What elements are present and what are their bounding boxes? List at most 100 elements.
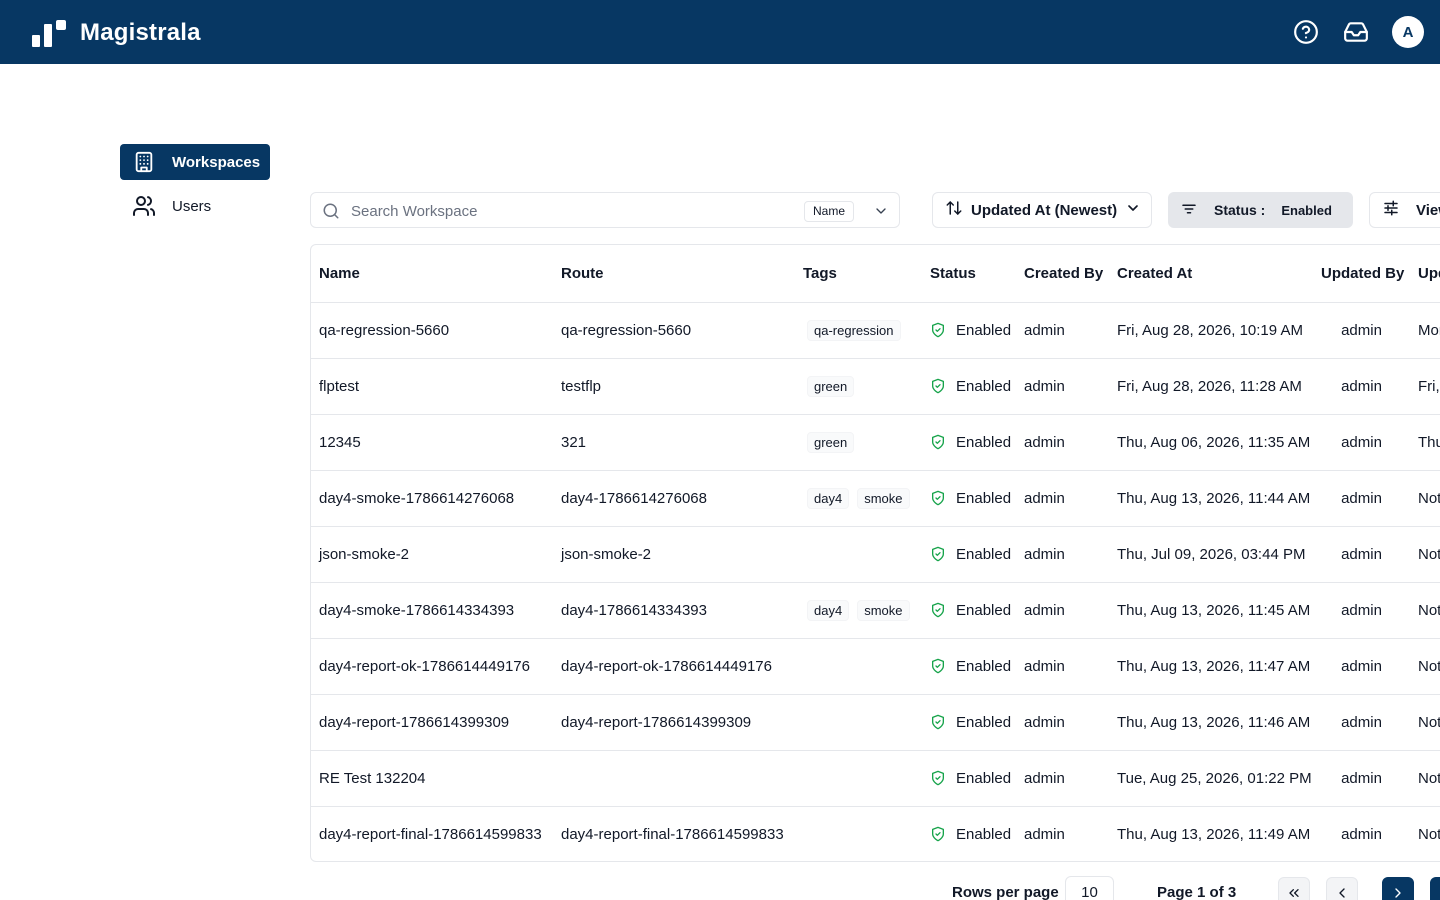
status-label: Enabled: [956, 713, 1012, 731]
cell-tags: [795, 750, 922, 806]
cell-status: Enabled: [922, 470, 1016, 526]
first-page-button[interactable]: [1278, 877, 1310, 900]
cell-tags: green: [795, 358, 922, 414]
table-row[interactable]: RE Test 132204 Enabled admin Tue, Aug 25, 2…: [311, 750, 1440, 806]
previous-page-button[interactable]: [1326, 877, 1358, 900]
chevrons-left-icon: [1289, 889, 1299, 897]
cell-created-at: Thu, Aug 13, 2026, 11:46 AM: [1117, 713, 1311, 731]
cell-created-by: admin: [1024, 657, 1065, 675]
table-row[interactable]: day4-smoke-1786614276068 day4-17866142760…: [311, 470, 1440, 526]
cell-created-at: Thu, Aug 13, 2026, 11:44 AM: [1117, 489, 1311, 507]
sidebar: Workspaces Users: [120, 144, 270, 232]
column-header-updated-by[interactable]: Updated By: [1313, 245, 1410, 303]
cell-tags: [795, 526, 922, 582]
cell-route: day4-1786614276068: [561, 489, 707, 507]
column-header-updated-at[interactable]: Updated At: [1410, 245, 1440, 303]
cell-route: day4-1786614334393: [561, 601, 707, 619]
status-filter-button[interactable]: Status : Enabled: [1168, 192, 1353, 228]
search-field-select[interactable]: Name: [804, 201, 855, 222]
search-icon: [322, 202, 340, 225]
brand-logo[interactable]: Magistrala: [30, 18, 201, 48]
cell-name: flptest: [319, 377, 360, 395]
cell-name: day4-report-1786614399309: [319, 713, 510, 731]
cell-updated-by: admin: [1341, 433, 1382, 451]
chevron-down-icon: [1125, 200, 1141, 220]
cell-created-at: Thu, Aug 13, 2026, 11:47 AM: [1117, 657, 1311, 675]
cell-status: Enabled: [922, 414, 1016, 470]
cell-route: qa-regression-5660: [561, 321, 692, 339]
table-toolbar: Name Updated At (Newest) Status : Enable…: [310, 192, 1440, 228]
column-header-created-by[interactable]: Created By: [1016, 245, 1109, 303]
cell-name: qa-regression-5660: [319, 321, 450, 339]
column-header-route[interactable]: Route: [553, 245, 795, 303]
cell-created-by: admin: [1024, 713, 1065, 731]
table-row[interactable]: flptest testflp green Enabled admin Fri, Aug …: [311, 358, 1440, 414]
cell-tags: green: [795, 414, 922, 470]
cell-updated-by: admin: [1341, 489, 1382, 507]
building-icon: [132, 150, 156, 174]
column-header-created-at[interactable]: Created At: [1109, 245, 1313, 303]
shield-check-icon: [930, 434, 946, 450]
cell-created-by: admin: [1024, 769, 1065, 787]
table-row[interactable]: day4-report-ok-1786614449176 day4-report-…: [311, 638, 1440, 694]
sort-button[interactable]: Updated At (Newest): [932, 192, 1152, 228]
column-header-tags[interactable]: Tags: [795, 245, 922, 303]
table-row[interactable]: qa-regression-5660 qa-regression-5660 qa-r…: [311, 302, 1440, 358]
sidebar-item-workspaces[interactable]: Workspaces: [120, 144, 270, 180]
cell-created-at: Thu, Aug 13, 2026, 11:49 AM: [1117, 825, 1311, 843]
last-page-button[interactable]: [1430, 877, 1440, 900]
filter-value-badge: Enabled: [1281, 202, 1332, 218]
next-page-button[interactable]: [1382, 877, 1414, 900]
rows-per-page-label: Rows per page: [952, 884, 1059, 900]
cell-updated-by: admin: [1341, 657, 1382, 675]
cell-updated-by: admin: [1341, 321, 1382, 339]
logo-mark-icon: [30, 18, 70, 48]
help-icon[interactable]: [1292, 14, 1320, 50]
cell-name: day4-report-final-1786614599833: [319, 825, 542, 843]
cell-updated-by: admin: [1341, 825, 1382, 843]
cell-created-by: admin: [1024, 825, 1065, 843]
cell-route: json-smoke-2: [561, 545, 652, 563]
cell-tags: [795, 638, 922, 694]
cell-updated-by: admin: [1341, 377, 1382, 395]
cell-updated-by: admin: [1341, 601, 1382, 619]
shield-check-icon: [930, 826, 946, 842]
table-row[interactable]: day4-smoke-1786614334393 day4-17866143343…: [311, 582, 1440, 638]
cell-tags: qa-regression: [795, 302, 922, 358]
cell-created-by: admin: [1024, 489, 1065, 507]
top-bar: Magistrala A: [0, 0, 1440, 64]
cell-updated-at: Not updated: [1418, 657, 1440, 675]
status-label: Enabled: [956, 601, 1012, 619]
cell-name: RE Test 132204: [319, 769, 426, 787]
cell-route: testflp: [561, 377, 602, 395]
cell-route: 321: [561, 433, 587, 451]
inbox-icon[interactable]: [1342, 14, 1370, 50]
tag-badge: green: [807, 375, 855, 397]
chevron-down-icon[interactable]: [873, 203, 889, 224]
column-header-status[interactable]: Status: [922, 245, 1016, 303]
shield-check-icon: [930, 714, 946, 730]
cell-status: Enabled: [922, 694, 1016, 750]
cell-status: Enabled: [922, 750, 1016, 806]
tag-badge: day4: [807, 599, 850, 621]
cell-updated-at: Fri, Aug 28, 2026: [1418, 377, 1440, 395]
tag-badge: smoke: [857, 487, 910, 509]
table-row[interactable]: day4-report-1786614399309 day4-report-178…: [311, 694, 1440, 750]
tag-badge: day4: [807, 487, 850, 509]
rows-per-page-select[interactable]: 10: [1065, 876, 1114, 900]
cell-updated-at: Mon, Aug 31, 2026: [1418, 321, 1440, 339]
column-header-name[interactable]: Name: [311, 245, 553, 303]
sidebar-item-users[interactable]: Users: [120, 188, 270, 224]
search-input[interactable]: [351, 200, 791, 222]
user-avatar[interactable]: A: [1392, 16, 1424, 48]
table-row[interactable]: day4-report-final-1786614599833 day4-repo…: [311, 806, 1440, 861]
sidebar-item-label: Workspaces: [172, 153, 261, 171]
view-options-button[interactable]: View: [1369, 192, 1440, 228]
cell-created-by: admin: [1024, 377, 1065, 395]
cell-route: [553, 750, 795, 806]
status-label: Enabled: [956, 545, 1012, 563]
table-row[interactable]: json-smoke-2 json-smoke-2 Enabled admin Thu,…: [311, 526, 1440, 582]
table-row[interactable]: 12345 321 green Enabled admin Thu, Aug 06, 20…: [311, 414, 1440, 470]
chevron-left-icon: [1339, 888, 1345, 898]
cell-tags: day4 smoke: [795, 470, 922, 526]
